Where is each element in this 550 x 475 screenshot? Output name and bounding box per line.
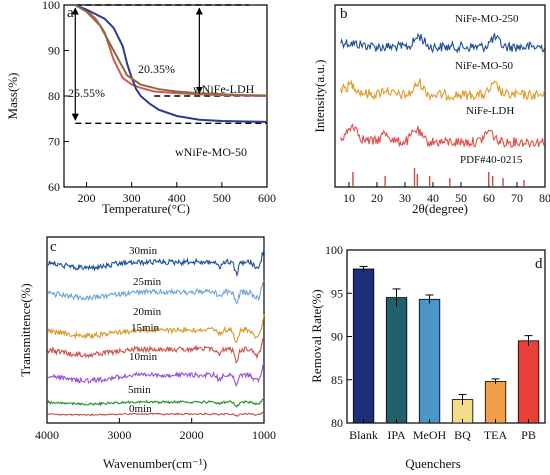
panel-c-xtick-label: 1000 xyxy=(252,428,276,442)
panel-d-bar xyxy=(484,381,507,424)
panel-b-series-label-ldh: NiFe-LDH xyxy=(466,105,514,117)
panel-d-category-label: TEA xyxy=(484,428,508,442)
panel-a-xtick-label: 600 xyxy=(258,191,276,205)
panel-a-xtick-label: 200 xyxy=(78,191,96,205)
panel-c-series-line-0 xyxy=(47,248,265,278)
panel-d-bar xyxy=(517,340,540,424)
panel-c-series-line-6 xyxy=(47,411,265,417)
panel-c-xtick-label: 2000 xyxy=(180,428,204,442)
panel-d-bar xyxy=(418,298,441,424)
panel-d-ytick-label: 95 xyxy=(331,286,343,300)
panel-c-series-line-2 xyxy=(47,314,265,344)
panel-c-series-line-1 xyxy=(47,279,265,305)
panel-d-plot-area: 80 85 90 95 100 Blank IPA MeOH BQ TEA PB xyxy=(325,243,540,442)
panel-c: 4000 3000 2000 1000 30min 25min 20min 15min 10mi… xyxy=(18,236,276,471)
panel-a-ytick-label: 80 xyxy=(48,89,60,103)
panel-a-annotation-mass-loss-ldh: 20.35% xyxy=(138,62,175,76)
panel-a-xtick-label: 400 xyxy=(168,191,186,205)
panel-d-ytick-label: 85 xyxy=(331,373,343,387)
panel-c-series-label: 25min xyxy=(133,276,162,288)
panel-b-letter: b xyxy=(340,6,348,22)
panel-b: 10 20 30 40 50 60 70 80 b 2θ(degree) Intensity(… xyxy=(312,4,550,216)
panel-b-xtick-label: 40 xyxy=(427,191,439,205)
panel-d-category-label: PB xyxy=(521,428,536,442)
panel-b-xtick-label: 20 xyxy=(371,191,383,205)
panel-b-series-label-mo50: NiFe-MO-50 xyxy=(455,60,514,72)
panel-a-ylabel: Mass(%) xyxy=(5,73,20,120)
panel-b-series-label-mo250: NiFe-MO-250 xyxy=(455,13,519,25)
panel-c-series-label: 30min xyxy=(129,245,158,257)
panel-a-ytick-label: 60 xyxy=(48,180,60,194)
panel-c-xlabel: Wavenumber(cm⁻¹) xyxy=(103,456,207,471)
panel-b-xtick-label: 60 xyxy=(483,191,495,205)
panel-c-plot-area: 4000 3000 2000 1000 30min 25min 20min 15min 10mi… xyxy=(35,245,276,442)
panel-d-xlabel: Quenchers xyxy=(405,456,461,471)
panel-a-ytick-label: 100 xyxy=(42,0,60,12)
panel-c-series-line-5 xyxy=(47,397,265,408)
panel-c-series-label: 5min xyxy=(128,384,151,396)
panel-a-series-line-2 xyxy=(74,4,268,97)
panel-a-ytick-label: 70 xyxy=(48,135,60,149)
panel-c-series-line-3 xyxy=(47,337,265,365)
panel-c-series-label: 10min xyxy=(129,351,158,363)
panel-d-ytick-label: 100 xyxy=(325,243,343,257)
panel-c-xtick-label: 4000 xyxy=(35,428,59,442)
panel-a-xlabel: Temperature(°C) xyxy=(102,201,190,216)
panel-d: 80 85 90 95 100 Blank IPA MeOH BQ TEA PB d Quenche… xyxy=(309,243,546,471)
panel-a-letter: a xyxy=(67,5,74,21)
panel-c-series-label: 20min xyxy=(133,306,162,318)
panel-d-bar xyxy=(385,297,408,424)
panel-a-label-ldh: wNiFe-LDH xyxy=(193,82,255,96)
panel-a: 200 300 400 500 600 60 70 80 90 100 a Temperature… xyxy=(5,0,276,216)
panel-b-xtick-label: 10 xyxy=(343,191,355,205)
panel-d-letter: d xyxy=(535,256,543,272)
panel-b-xtick-label: 50 xyxy=(455,191,467,205)
panel-b-series-line-1 xyxy=(340,78,545,102)
panel-c-ylabel: Transmittence(%) xyxy=(18,283,33,376)
panel-c-letter: c xyxy=(50,239,57,255)
panel-b-xtick-label: 70 xyxy=(511,191,523,205)
panel-b-xtick-label: 30 xyxy=(399,191,411,205)
panel-d-category-label: BQ xyxy=(454,428,471,442)
panel-b-frame xyxy=(334,4,546,188)
panel-a-xtick-label: 500 xyxy=(213,191,231,205)
panel-a-label-mo: wNiFe-MO-50 xyxy=(175,145,247,159)
panel-a-plot-area: 200 300 400 500 600 60 70 80 90 100 xyxy=(42,0,276,205)
panel-d-bar xyxy=(352,268,375,424)
panel-c-xtick-label: 3000 xyxy=(107,428,131,442)
panel-b-xlabel: 2θ(degree) xyxy=(412,201,468,216)
panel-c-series-label: 15min xyxy=(131,322,160,334)
panel-d-category-label: Blank xyxy=(349,428,378,442)
panel-b-plot-area: 10 20 30 40 50 60 70 80 xyxy=(340,32,550,205)
panel-b-ylabel: Intensity(a.u.) xyxy=(312,60,327,133)
panel-d-ytick-label: 90 xyxy=(331,330,343,344)
panel-c-series-label: 0min xyxy=(129,403,152,415)
panel-c-frame xyxy=(46,236,265,424)
panel-a-xtick-label: 300 xyxy=(123,191,141,205)
panel-d-category-label: MeOH xyxy=(413,428,447,442)
panel-b-series-line-2 xyxy=(340,123,545,149)
panel-a-ytick-label: 90 xyxy=(48,44,60,58)
panel-b-series-line-0 xyxy=(340,32,545,54)
panel-a-annotation-mass-loss-mo: 25.55% xyxy=(68,86,105,100)
panel-d-frame xyxy=(346,249,546,424)
panel-b-reference-label: PDF#40-0215 xyxy=(460,154,523,166)
panel-a-series-line-1 xyxy=(74,4,268,123)
panel-d-ytick-label: 80 xyxy=(331,416,343,430)
panel-d-category-label: IPA xyxy=(387,428,406,442)
panel-c-series-line-4 xyxy=(47,364,265,388)
panel-d-ylabel: Removal Rate(%) xyxy=(309,289,324,383)
panel-b-xtick-label: 80 xyxy=(539,191,550,205)
